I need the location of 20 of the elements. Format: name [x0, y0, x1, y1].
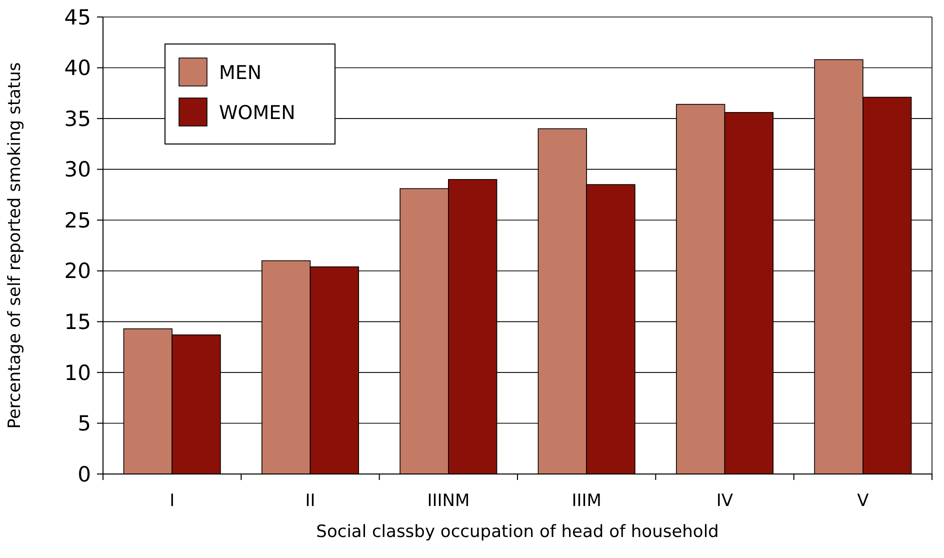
y-tick-label: 40 — [64, 56, 91, 80]
y-tick-label: 0 — [78, 462, 91, 486]
y-tick-label: 35 — [64, 106, 91, 131]
x-axis-title: Social classby occupation of head of household — [316, 522, 719, 542]
y-tick-label: 25 — [64, 208, 91, 232]
y-tick-label: 30 — [64, 158, 91, 182]
y-tick-label: 10 — [64, 360, 91, 385]
y-axis-title: Percentage of self reported smoking status — [5, 62, 25, 429]
x-tick-label: V — [857, 491, 870, 511]
x-tick-label: II — [305, 491, 316, 511]
y-tick-label: 5 — [78, 412, 91, 436]
x-tick-label: IV — [716, 491, 734, 511]
legend-label: WOMEN — [219, 102, 296, 124]
y-tick-label: 45 — [64, 5, 91, 30]
legend-label: MEN — [219, 62, 262, 84]
y-tick-label: 15 — [64, 310, 91, 334]
x-tick-label: IIIM — [572, 491, 602, 511]
y-tick-label: 20 — [64, 259, 91, 284]
x-tick-label: I — [170, 491, 175, 511]
x-tick-label: IIINM — [427, 491, 470, 511]
